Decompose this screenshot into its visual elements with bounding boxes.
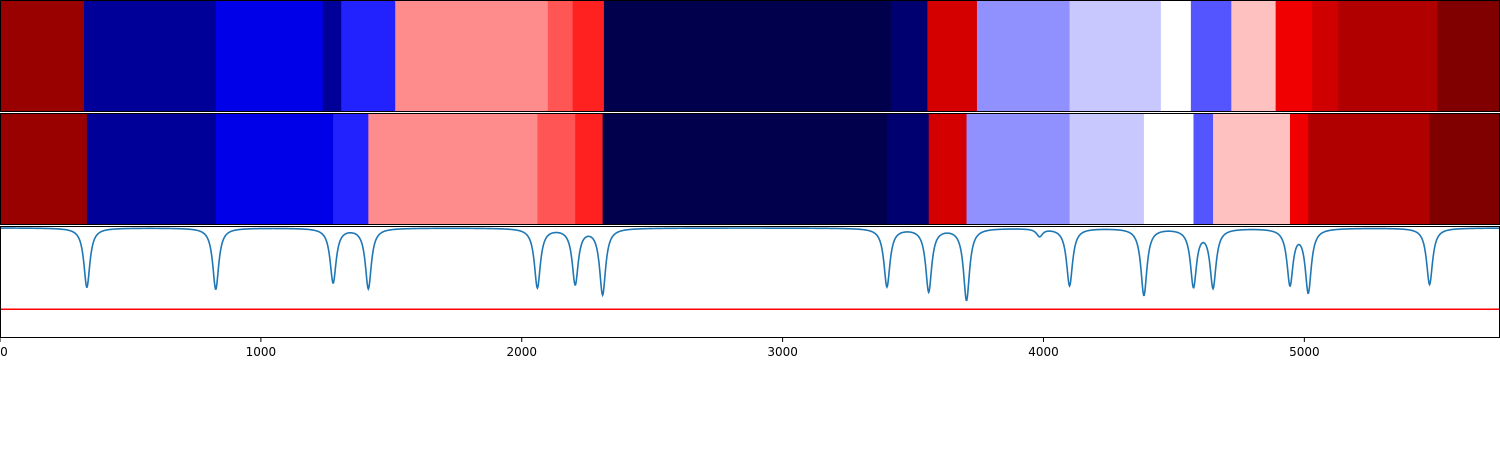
heatmap-segment — [84, 0, 217, 112]
x-tick-label: 4000 — [1028, 345, 1059, 359]
heatmap-segment — [1190, 0, 1232, 112]
heatmap-segment — [976, 0, 1071, 112]
heatmap-segment — [1429, 113, 1500, 225]
heatmap-segment — [575, 113, 604, 225]
heatmap-segment — [1069, 113, 1145, 225]
heatmap-segment — [322, 0, 342, 112]
heatmap-segment — [395, 0, 549, 112]
heatmap-segment — [1231, 0, 1277, 112]
panel-frame — [0, 226, 1500, 338]
heatmap-segment — [1143, 113, 1194, 225]
heatmap-row-2 — [0, 113, 1500, 225]
x-tick-label: 5000 — [1289, 345, 1320, 359]
heatmap-segment — [886, 113, 930, 225]
heatmap-segment — [547, 0, 574, 112]
heatmap-segment — [215, 113, 334, 225]
heatmap-segment — [341, 0, 396, 112]
heatmap-segment — [572, 0, 605, 112]
heatmap-segment — [1308, 113, 1431, 225]
signal-line — [0, 227, 1500, 302]
x-tick-label: 3000 — [767, 345, 798, 359]
signal-panel — [0, 226, 1500, 338]
heatmap-segment — [86, 113, 217, 225]
heatmap-segment — [1069, 0, 1162, 112]
heatmap-segment — [928, 113, 968, 225]
heatmap-segment — [0, 113, 88, 225]
heatmap-segment — [1160, 0, 1192, 112]
heatmap-segment — [1312, 0, 1339, 112]
heatmap-segment — [215, 0, 324, 112]
heatmap-segment — [333, 113, 369, 225]
heatmap-segment — [0, 0, 85, 112]
heatmap-segment — [368, 113, 538, 225]
heatmap-segment — [966, 113, 1071, 225]
heatmap-segment — [602, 113, 888, 225]
x-tick-label: 0 — [0, 345, 8, 359]
heatmap-segment — [1437, 0, 1500, 112]
heatmap-segment — [1290, 113, 1309, 225]
heatmap-segment — [927, 0, 978, 112]
heatmap-segment — [1193, 113, 1214, 225]
x-tick-label: 1000 — [246, 345, 277, 359]
heatmap-segment — [537, 113, 576, 225]
heatmap-segment — [603, 0, 892, 112]
heatmap-row-1 — [0, 0, 1500, 112]
heatmap-segment — [1213, 113, 1291, 225]
heatmap-segment — [1275, 0, 1313, 112]
heatmap-segment — [1338, 0, 1438, 112]
x-axis: 0 1000 2000 3000 4000 5000 — [0, 338, 1320, 359]
heatmap-segment — [890, 0, 928, 112]
x-tick-label: 2000 — [506, 345, 537, 359]
